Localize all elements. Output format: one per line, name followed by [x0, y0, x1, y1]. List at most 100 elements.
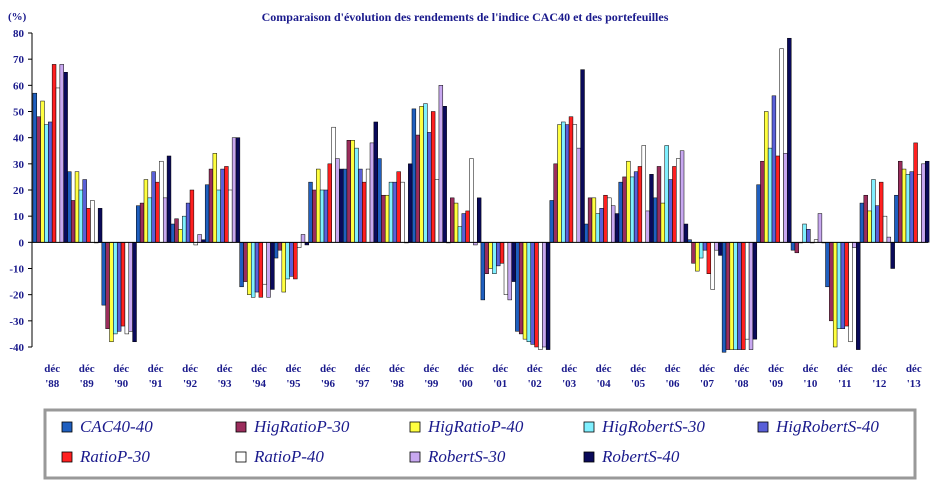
- bar: [270, 242, 275, 290]
- bar: [411, 108, 417, 243]
- bar: [63, 72, 68, 243]
- bar: [281, 242, 286, 293]
- bar: [178, 229, 183, 243]
- bar: [542, 242, 547, 348]
- bar: [323, 189, 329, 243]
- y-tick-label: 50: [13, 107, 25, 119]
- x-tick-label: '94: [252, 378, 267, 390]
- bar: [285, 242, 290, 280]
- bar: [825, 242, 830, 288]
- bar: [595, 213, 600, 243]
- bar: [239, 242, 244, 288]
- bar: [476, 197, 482, 243]
- bar: [316, 168, 321, 243]
- bar: [480, 242, 486, 301]
- x-tick-label: '08: [734, 378, 749, 390]
- bar: [101, 242, 106, 306]
- bar: [120, 242, 126, 327]
- legend-swatch: [583, 451, 595, 463]
- y-tick-label: -20: [9, 290, 24, 302]
- bar: [832, 242, 838, 348]
- bar: [871, 179, 876, 243]
- bar: [572, 124, 578, 243]
- bar: [220, 168, 225, 243]
- bar: [174, 218, 179, 243]
- bar: [545, 242, 551, 350]
- x-tick-label: '93: [218, 378, 233, 390]
- bar: [419, 106, 424, 243]
- bar: [231, 137, 237, 243]
- bar: [36, 116, 41, 243]
- bar: [909, 171, 914, 243]
- bar: [90, 200, 95, 243]
- bar: [549, 200, 554, 243]
- x-tick-label: '11: [838, 378, 851, 390]
- bar: [381, 194, 386, 243]
- x-tick-label: déc: [44, 363, 60, 375]
- bar: [733, 242, 738, 350]
- bar: [626, 160, 631, 243]
- legend-label: HigRobertS-40: [775, 417, 879, 436]
- bar: [373, 121, 378, 243]
- bar: [886, 236, 892, 243]
- bar: [365, 168, 371, 243]
- legend-swatch: [409, 451, 421, 463]
- bar: [890, 242, 895, 269]
- x-tick-label: déc: [354, 363, 370, 375]
- x-tick-label: '89: [80, 378, 95, 390]
- bar: [683, 223, 689, 243]
- bar: [848, 242, 853, 343]
- bar: [882, 215, 888, 243]
- legend-label: RatioP-40: [253, 447, 324, 466]
- bar: [346, 140, 352, 243]
- bar: [369, 142, 375, 243]
- bar: [748, 242, 754, 350]
- bar: [461, 213, 466, 243]
- bar: [499, 242, 505, 264]
- bar: [224, 166, 229, 243]
- bar: [139, 202, 145, 243]
- x-tick-label: déc: [837, 363, 853, 375]
- axes: [31, 33, 928, 347]
- x-tick-label: '98: [390, 378, 405, 390]
- bar: [354, 147, 359, 243]
- bar: [327, 163, 332, 243]
- bar: [591, 197, 597, 243]
- y-tick-label: -30: [9, 316, 24, 328]
- bar: [526, 242, 532, 343]
- bar: [817, 213, 823, 243]
- bar: [258, 242, 264, 298]
- bar: [553, 163, 558, 243]
- bar: [51, 64, 57, 243]
- bar: [308, 181, 313, 243]
- bar: [587, 197, 593, 243]
- bar: [492, 242, 497, 274]
- bar: [580, 69, 585, 243]
- bar: [78, 189, 84, 243]
- bar: [408, 163, 413, 243]
- bar: [518, 242, 524, 335]
- x-tick-label: déc: [596, 363, 612, 375]
- bar: [863, 194, 868, 243]
- legend-label: HigRobertS-30: [601, 417, 705, 436]
- bar: [641, 145, 646, 243]
- bar: [484, 242, 489, 274]
- x-tick-label: '03: [562, 378, 577, 390]
- bar: [450, 197, 455, 243]
- x-tick-label: '06: [666, 378, 681, 390]
- bar: [775, 155, 780, 243]
- bar: [511, 242, 516, 282]
- bar: [488, 242, 493, 269]
- bar: [427, 132, 432, 243]
- bar: [806, 229, 811, 243]
- bar: [212, 153, 218, 243]
- y-axis-label: (%): [8, 11, 27, 23]
- bar: [189, 189, 195, 243]
- bar: [913, 142, 918, 243]
- bar: [599, 208, 604, 243]
- bar: [779, 48, 784, 243]
- legend-label: RatioP-30: [79, 447, 150, 466]
- x-tick-label: '97: [355, 378, 370, 390]
- x-axis: déc '88 déc '89 déc '90 déc '91 déc '92 déc '93 déc '…: [44, 363, 922, 390]
